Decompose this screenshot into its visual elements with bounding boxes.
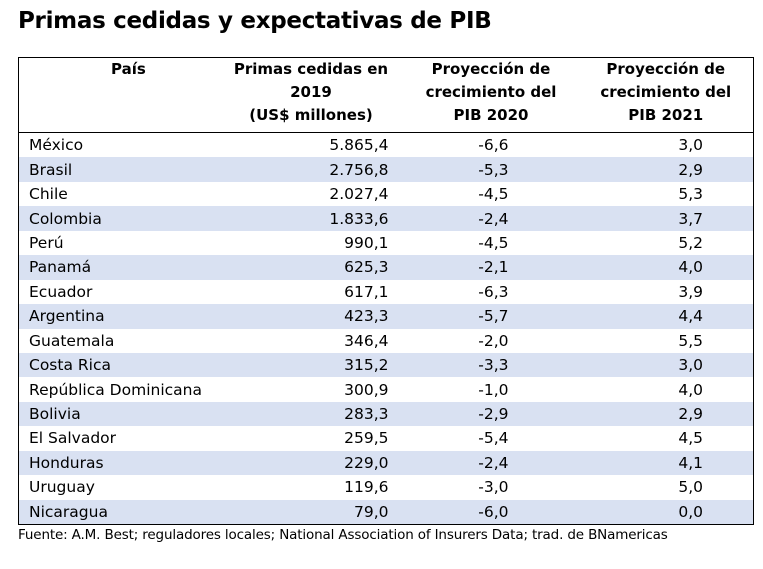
table-row: Guatemala 346,4 -2,0 5,5 — [19, 329, 754, 353]
gdp-2021-cell: 5,0 — [678, 478, 703, 497]
table-row: Bolivia 283,3 -2,9 2,9 — [18, 401, 754, 427]
gdp-2021-cell: 2,9 — [578, 401, 754, 427]
gdp-2020-cell: -5,3 — [403, 157, 579, 182]
country-cell: Honduras — [18, 450, 219, 476]
premiums-cell: 346,4 — [344, 331, 389, 350]
table-row: Costa Rica 315,2 -3,3 3,0 — [18, 352, 754, 378]
gdp-2020-cell: -5,4 — [478, 429, 509, 448]
gdp-2021-cell: 4,5 — [678, 429, 703, 448]
header-row: País Primas cedidas en 2019 (US$ millone… — [18, 57, 754, 133]
gdp-2020-cell: -1,0 — [478, 380, 509, 399]
header-gdp-2021-line-1: Proyección de — [606, 60, 726, 78]
gdp-2021-cell: 3,7 — [578, 206, 754, 231]
country-cell: Panamá — [18, 255, 219, 280]
header-country: País — [18, 57, 219, 133]
header-gdp-2021: Proyección de crecimiento del PIB 2021 — [578, 57, 754, 133]
premiums-cell: 315,2 — [218, 352, 404, 378]
table-row: Colombia 1.833,6 -2,4 3,7 — [18, 206, 754, 231]
table-row: El Salvador 259,5 -5,4 4,5 — [19, 426, 754, 450]
table-row: Nicaragua 79,0 -6,0 0,0 — [18, 499, 754, 525]
gdp-2020-cell: -2,0 — [478, 331, 509, 350]
table-row: México 5.865,4 -6,6 3,0 — [19, 133, 754, 158]
table-row: Ecuador 617,1 -6,3 3,9 — [19, 280, 754, 304]
premiums-cell: 119,6 — [344, 478, 389, 497]
premiums-cell: 625,3 — [218, 255, 404, 280]
header-gdp-2021-line-2: crecimiento del — [600, 83, 732, 101]
country-cell: República Dominicana — [29, 380, 202, 399]
gdp-2020-cell: -5,7 — [403, 304, 579, 329]
country-cell: Ecuador — [29, 282, 93, 301]
country-cell: México — [29, 136, 84, 155]
country-cell: Costa Rica — [18, 352, 219, 378]
gdp-2021-cell: 3,9 — [678, 282, 703, 301]
gdp-2020-cell: -2,9 — [403, 401, 579, 427]
gdp-2020-cell: -4,5 — [478, 185, 509, 204]
header-gdp-2020-line-3: PIB 2020 — [453, 106, 529, 124]
premiums-cell: 990,1 — [344, 233, 389, 252]
header-premiums-line-2: 2019 — [290, 83, 332, 101]
gdp-2020-cell: -6,3 — [478, 282, 509, 301]
country-cell: Nicaragua — [18, 499, 219, 525]
gdp-2020-cell: -6,6 — [478, 136, 509, 155]
header-gdp-2020-line-1: Proyección de — [431, 60, 551, 78]
premiums-cell: 283,3 — [218, 401, 404, 427]
table-title: Primas cedidas y expectativas de PIB — [18, 8, 492, 34]
gdp-2021-cell: 3,0 — [678, 136, 703, 155]
gdp-2021-cell: 2,9 — [578, 157, 754, 182]
gdp-2020-cell: -3,3 — [403, 352, 579, 378]
header-premiums: Primas cedidas en 2019 (US$ millones) — [218, 57, 404, 133]
country-cell: Argentina — [18, 304, 219, 329]
premiums-cell: 79,0 — [218, 499, 404, 525]
header-gdp-2020-line-2: crecimiento del — [425, 83, 557, 101]
country-cell: Colombia — [18, 206, 219, 231]
table-row: Perú 990,1 -4,5 5,2 — [19, 231, 754, 255]
country-cell: Uruguay — [29, 478, 95, 497]
premiums-cell: 5.865,4 — [329, 136, 389, 155]
gdp-2021-cell: 5,2 — [678, 233, 703, 252]
country-cell: Perú — [29, 233, 64, 252]
gdp-2020-cell: -2,1 — [403, 255, 579, 280]
premiums-cell: 229,0 — [218, 450, 404, 476]
table-row: Panamá 625,3 -2,1 4,0 — [18, 255, 754, 280]
source-note: Fuente: A.M. Best; reguladores locales; … — [18, 527, 668, 543]
premiums-cell: 423,3 — [218, 304, 404, 329]
gdp-2021-cell: 4,0 — [578, 255, 754, 280]
header-gdp-2021-line-3: PIB 2021 — [628, 106, 704, 124]
country-cell: Chile — [29, 185, 68, 204]
table-row: Argentina 423,3 -5,7 4,4 — [18, 304, 754, 329]
gdp-2020-cell: -2,4 — [403, 206, 579, 231]
country-cell: Bolivia — [18, 401, 219, 427]
premiums-cell: 1.833,6 — [218, 206, 404, 231]
country-cell: El Salvador — [29, 429, 117, 448]
header-gdp-2020: Proyección de crecimiento del PIB 2020 — [403, 57, 579, 133]
header-premiums-line-3: (US$ millones) — [249, 106, 373, 124]
gdp-2020-cell: -6,0 — [403, 499, 579, 525]
table-row: Uruguay 119,6 -3,0 5,0 — [19, 475, 754, 499]
country-cell: Brasil — [18, 157, 219, 182]
gdp-2021-cell: 4,4 — [578, 304, 754, 329]
gdp-2021-cell: 5,5 — [678, 331, 703, 350]
table-row: República Dominicana 300,9 -1,0 4,0 — [19, 377, 754, 401]
gdp-2021-cell: 0,0 — [578, 499, 754, 525]
premiums-cell: 300,9 — [344, 380, 389, 399]
header-premiums-line-1: Primas cedidas en — [233, 60, 389, 78]
gdp-2021-cell: 3,0 — [578, 352, 754, 378]
gdp-2021-cell: 5,3 — [678, 185, 703, 204]
data-table: País Primas cedidas en 2019 (US$ millone… — [18, 57, 754, 525]
table-body: México 5.865,4 -6,6 3,0 Brasil 2.756,8 -… — [18, 133, 754, 525]
table-row: Brasil 2.756,8 -5,3 2,9 — [18, 157, 754, 182]
table-row: Chile 2.027,4 -4,5 5,3 — [19, 182, 754, 206]
table-row: Honduras 229,0 -2,4 4,1 — [18, 450, 754, 476]
premiums-cell: 2.027,4 — [329, 185, 389, 204]
gdp-2021-cell: 4,1 — [578, 450, 754, 476]
gdp-2020-cell: -2,4 — [403, 450, 579, 476]
gdp-2020-cell: -4,5 — [478, 233, 509, 252]
premiums-cell: 259,5 — [344, 429, 389, 448]
gdp-2021-cell: 4,0 — [678, 380, 703, 399]
country-cell: Guatemala — [29, 331, 115, 350]
premiums-cell: 2.756,8 — [218, 157, 404, 182]
gdp-2020-cell: -3,0 — [478, 478, 509, 497]
premiums-cell: 617,1 — [344, 282, 389, 301]
header-country-label: País — [111, 60, 146, 78]
